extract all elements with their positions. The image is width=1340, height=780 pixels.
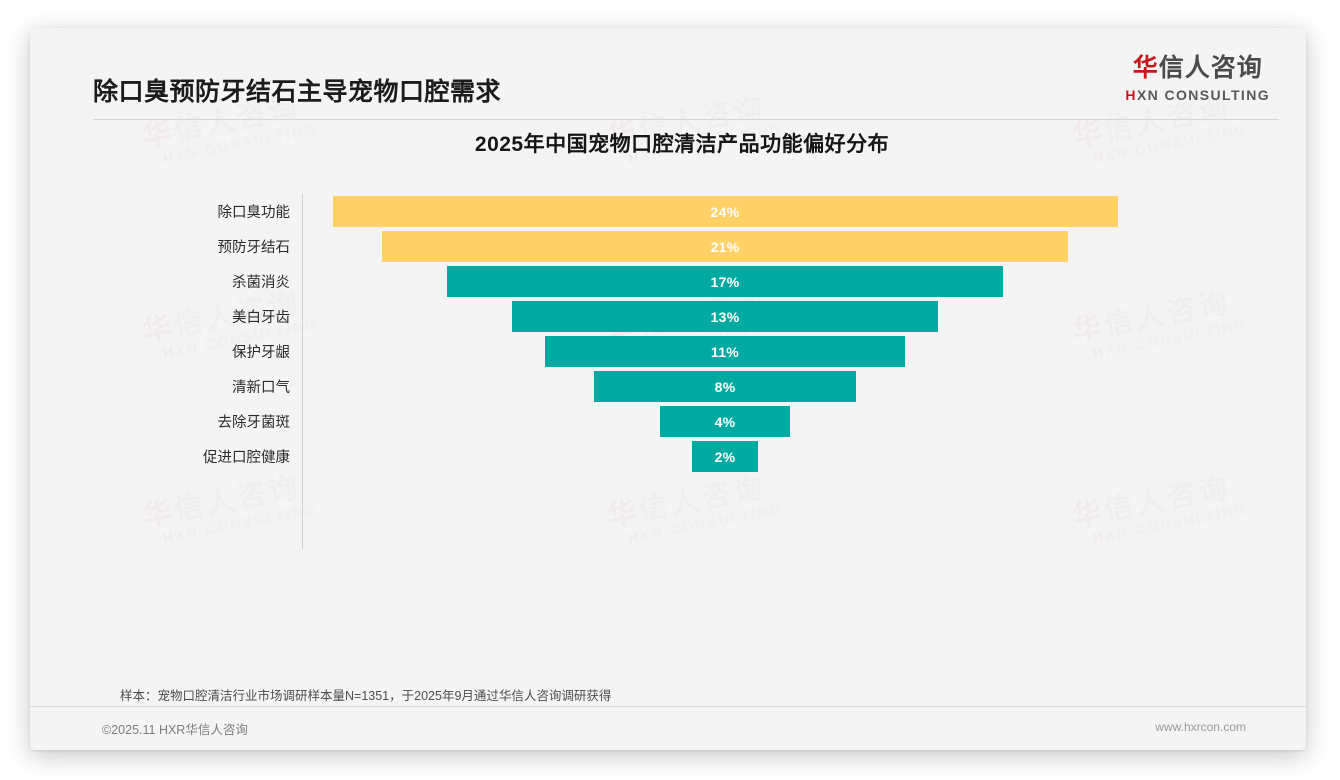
page-title: 除口臭预防牙结石主导宠物口腔需求 — [93, 78, 502, 106]
header-divider — [93, 119, 1279, 120]
funnel-bar[interactable]: 21% — [381, 231, 1069, 262]
funnel-bar[interactable]: 17% — [447, 266, 1003, 297]
funnel-bar-track: 21% — [303, 229, 1306, 264]
funnel-bar-value: 11% — [710, 343, 740, 360]
funnel-row-label: 除口臭功能 — [217, 205, 291, 221]
footer-website[interactable]: www.hxrcon.com — [1155, 720, 1246, 734]
funnel-bar-track: 2% — [303, 439, 1306, 474]
funnel-bar-value: 21% — [710, 238, 740, 255]
footer-copyright: ©2025.11 HXR华信人咨询 — [102, 723, 248, 737]
chart-title: 2025年中国宠物口腔清洁产品功能偏好分布 — [474, 133, 890, 156]
funnel-bar-track: 24% — [303, 194, 1306, 229]
brand-logo-en-text: HXN CONSULTING — [1125, 88, 1270, 102]
chart-block: 2025年中国宠物口腔清洁产品功能偏好分布 除口臭功能 24% 预防牙结石 21% 杀菌… — [30, 128, 1306, 554]
funnel-row-label: 美白牙齿 — [232, 310, 290, 326]
brand-logo-en-red: H — [1125, 87, 1137, 103]
funnel-bar[interactable]: 13% — [512, 301, 938, 332]
funnel-rows: 除口臭功能 24% 预防牙结石 21% 杀菌消炎 17% 美白牙齿 13% 保护牙龈 11% 清新口… — [30, 194, 1306, 474]
brand-logo-cn-rest: 信人咨询 — [1158, 54, 1263, 82]
funnel-row: 预防牙结石 21% — [30, 229, 1306, 264]
funnel-row: 杀菌消炎 17% — [30, 264, 1306, 299]
funnel-row-label: 预防牙结石 — [217, 240, 291, 256]
funnel-bar[interactable]: 24% — [332, 196, 1118, 227]
brand-logo: 华信人咨询 HXN CONSULTING — [1125, 56, 1270, 103]
funnel-row: 美白牙齿 13% — [30, 299, 1306, 334]
slide-card: 华信人咨询 HXN CONSULTING 华信人咨询 HXN CONSULTING 华信… — [30, 28, 1306, 750]
funnel-bar[interactable]: 11% — [545, 336, 905, 367]
slide-footer: ©2025.11 HXR华信人咨询 www.hxrcon.com — [30, 707, 1306, 750]
funnel-bar-track: 11% — [303, 334, 1306, 369]
chart-footnote: 样本：宠物口腔清洁行业市场调研样本量N=1351，于2025年9月通过华信人咨询… — [120, 689, 612, 703]
chart-axis-line — [302, 194, 303, 549]
funnel-bar-value: 24% — [710, 203, 740, 220]
brand-logo-en-rest: XN CONSULTING — [1136, 87, 1270, 103]
funnel-bar[interactable]: 4% — [659, 406, 791, 437]
funnel-row: 除口臭功能 24% — [30, 194, 1306, 229]
funnel-row: 去除牙菌斑 4% — [30, 404, 1306, 439]
funnel-bar-value: 4% — [714, 413, 736, 430]
funnel-bar-value: 17% — [710, 273, 740, 290]
funnel-row: 清新口气 8% — [30, 369, 1306, 404]
slide-header: 除口臭预防牙结石主导宠物口腔需求 华信人咨询 HXN CONSULTING — [30, 28, 1306, 120]
funnel-chart: 除口臭功能 24% 预防牙结石 21% 杀菌消炎 17% 美白牙齿 13% 保护牙龈 11% 清新口… — [30, 194, 1306, 554]
funnel-row-label: 保护牙龈 — [232, 345, 290, 361]
funnel-bar-track: 4% — [303, 404, 1306, 439]
footer-divider — [30, 706, 1306, 707]
funnel-bar-value: 2% — [714, 448, 736, 465]
funnel-bar-track: 8% — [303, 369, 1306, 404]
funnel-row-label: 清新口气 — [232, 380, 290, 396]
brand-logo-cn-red: 华 — [1132, 54, 1159, 82]
funnel-bar-track: 17% — [303, 264, 1306, 299]
funnel-bar-track: 13% — [303, 299, 1306, 334]
funnel-row-label: 促进口腔健康 — [203, 450, 290, 466]
funnel-bar[interactable]: 8% — [594, 371, 856, 402]
brand-logo-cn-text: 华信人咨询 — [1125, 56, 1270, 81]
funnel-row: 保护牙龈 11% — [30, 334, 1306, 369]
funnel-row-label: 去除牙菌斑 — [217, 415, 291, 431]
funnel-row: 促进口腔健康 2% — [30, 439, 1306, 474]
funnel-row-label: 杀菌消炎 — [232, 275, 290, 291]
funnel-bar[interactable]: 2% — [692, 441, 758, 472]
funnel-bar-value: 13% — [710, 308, 740, 325]
funnel-bar-value: 8% — [714, 378, 736, 395]
